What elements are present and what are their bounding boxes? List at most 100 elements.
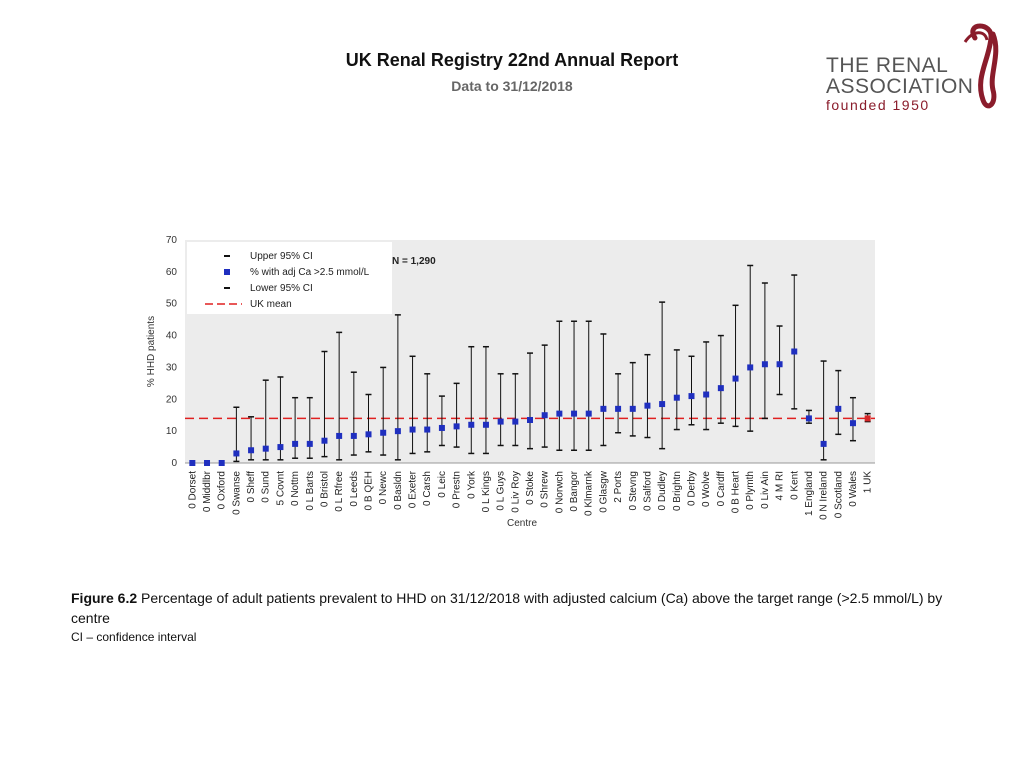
data-point (468, 421, 475, 428)
data-point (761, 361, 768, 368)
x-tick-label: 0 Glasgw (598, 470, 609, 512)
renal-association-logo (963, 23, 999, 109)
data-point (336, 432, 343, 439)
x-tick-label: 0 Brightn (672, 471, 683, 511)
x-tick-label: 0 Kent (789, 471, 800, 500)
data-point (791, 348, 798, 355)
x-tick-label: 0 Carsh (422, 471, 433, 506)
data-point (321, 437, 328, 444)
legend-upper-label: Upper 95% CI (250, 251, 313, 262)
data-point (864, 415, 871, 422)
data-point (688, 393, 695, 400)
x-tick-label: 0 Nottm (290, 471, 301, 506)
data-point (673, 394, 680, 401)
data-point (233, 450, 240, 457)
y-tick-label: 40 (166, 331, 178, 342)
n-label: N = 1,290 (392, 256, 436, 267)
x-tick-label: 0 Klmarnk (584, 470, 595, 516)
x-tick-label: 0 L Guys (496, 471, 507, 511)
x-tick-label: 0 Prestn (452, 471, 463, 508)
data-point (835, 405, 842, 412)
data-point (306, 440, 313, 447)
x-tick-label: 0 Leic (437, 471, 448, 498)
x-tick-label: 0 Bangor (569, 470, 580, 511)
hhd-calcium-chart: 0 10 20 30 40 50 60 70 % HHD patients Centre 0 Dor… (146, 235, 875, 529)
legend-point-label: % with adj Ca >2.5 mmol/L (250, 267, 370, 278)
x-tick-label: 0 Salford (642, 471, 653, 511)
data-point (732, 375, 739, 382)
x-tick-label: 0 L Kings (481, 471, 492, 512)
x-tick-label: 0 Stevng (628, 471, 639, 510)
data-point (585, 410, 592, 417)
data-point (600, 405, 607, 412)
data-point (629, 405, 636, 412)
y-tick-label: 50 (166, 299, 178, 310)
x-tick-label: 0 L Rfree (334, 471, 345, 512)
x-tick-label: 0 N Ireland (819, 471, 830, 520)
data-point (248, 447, 255, 454)
logo-line-3: founded 1950 (826, 97, 930, 113)
x-tick-label: 0 Dorset (187, 471, 198, 509)
y-tick-label: 70 (166, 235, 178, 246)
data-point (218, 460, 225, 466)
data-point (365, 431, 372, 438)
figure-caption: Figure 6.2 Percentage of adult patients … (71, 588, 951, 628)
data-point (805, 415, 812, 422)
data-point (424, 426, 431, 433)
legend-point-marker (224, 269, 230, 275)
data-point (262, 445, 269, 452)
data-point (292, 440, 299, 447)
x-tick-label: 0 Bristol (319, 471, 330, 507)
x-tick-label: 0 York (466, 470, 477, 499)
x-tick-label: 0 Shrew (540, 470, 551, 507)
x-tick-label: 4 M RI (775, 471, 786, 500)
x-tick-label: 0 Scotland (833, 471, 844, 518)
data-point (776, 361, 783, 368)
data-point (482, 421, 489, 428)
data-point (556, 410, 563, 417)
data-point (541, 412, 548, 419)
y-tick-label: 30 (166, 362, 178, 373)
x-tick-label: 0 Derby (686, 471, 697, 506)
legend-box (187, 242, 392, 314)
data-point (204, 460, 211, 466)
data-point (527, 416, 533, 423)
x-tick-label: 0 Newc (378, 471, 389, 504)
figure-label: Figure 6.2 (71, 590, 138, 606)
data-point (189, 460, 196, 466)
data-point (820, 440, 827, 447)
data-point (644, 402, 651, 409)
data-point (659, 401, 666, 408)
logo-line-2: ASSOCIATION (826, 75, 974, 98)
x-tick-label: 5 Covnt (275, 471, 286, 506)
x-tick-label: 0 Leeds (349, 471, 360, 507)
x-tick-label: 0 Dudley (657, 471, 668, 510)
x-tick-label: 0 Middlbr (202, 470, 213, 512)
x-axis-label: Centre (507, 518, 537, 529)
x-tick-label: 0 B Heart (731, 471, 742, 513)
data-point (277, 444, 284, 451)
data-point (717, 385, 724, 392)
legend-mean-label: UK mean (250, 299, 292, 310)
y-tick-label: 10 (166, 426, 178, 437)
x-tick-label: 0 Liv Roy (510, 471, 521, 513)
x-tick-label: 0 Wolve (701, 471, 712, 507)
data-point (497, 418, 504, 425)
report-subtitle: Data to 31/12/2018 (451, 78, 573, 94)
x-tick-label: 0 Wales (848, 471, 859, 507)
data-point (438, 424, 445, 431)
x-tick-label: 0 Cardff (716, 471, 727, 507)
x-tick-label: 1 England (804, 471, 815, 516)
data-point (849, 420, 856, 427)
x-tick-label: 0 Plymth (745, 471, 756, 510)
data-point (350, 432, 357, 439)
x-tick-label: 2 Ports (613, 471, 624, 503)
x-tick-label: 0 L Barts (305, 471, 316, 511)
logo-line-1: THE RENAL (826, 54, 949, 77)
x-tick-label: 0 Oxford (217, 471, 228, 509)
x-tick-label: 1 UK (863, 471, 874, 494)
figure-caption-text: Percentage of adult patients prevalent t… (71, 590, 943, 626)
data-point (394, 428, 401, 435)
x-tick-label: 0 Basldn (393, 471, 404, 510)
x-tick-label: 0 Swanse (231, 471, 242, 515)
